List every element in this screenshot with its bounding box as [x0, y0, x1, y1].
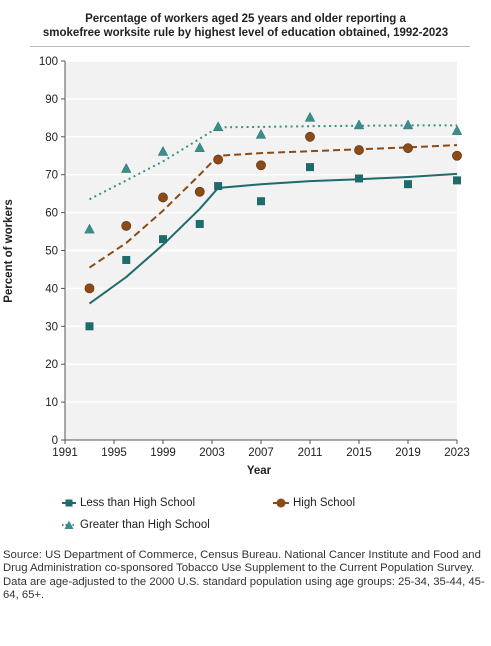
data-point-greater-than-high-school: [84, 223, 95, 234]
data-point-high-school: [213, 154, 224, 165]
data-point-high-school: [354, 145, 364, 155]
y-tick-label: 20: [45, 359, 58, 371]
data-point-high-school: [158, 192, 168, 203]
data-point-less-than-high-school: [306, 163, 314, 172]
data-point-less-than-high-school: [453, 176, 461, 185]
data-point-less-than-high-school: [404, 180, 412, 189]
legend-label: Less than High School: [80, 497, 196, 509]
data-point-greater-than-high-school: [402, 119, 414, 130]
chart-title: Percentage of workers aged 25 years and …: [0, 12, 491, 40]
trend-line-less-than-high-school: [88, 172, 458, 305]
footnote-note: Data are age-adjusted to the 2000 U.S. s…: [3, 575, 485, 602]
data-point-high-school: [452, 150, 462, 161]
plot-area: 0 10 20 30 40 50 60 70 80 90 100 1991 1995 1999 2003 20…: [39, 56, 470, 459]
footnote: Source: US Department of Commerce, Censu…: [3, 549, 487, 603]
legend-item-high-school: High School: [273, 496, 355, 510]
x-tick-label: 2015: [346, 447, 372, 459]
y-tick-label: 30: [45, 321, 58, 333]
chart-svg: 0 10 20 30 40 50 60 70 80 90 100 1991 1995 1999 2003 20…: [3, 56, 470, 477]
data-point-less-than-high-school: [214, 182, 223, 191]
data-point-less-than-high-school: [122, 255, 131, 264]
data-point-high-school: [121, 220, 132, 231]
data-point-high-school: [403, 143, 413, 154]
legend-label: High School: [293, 497, 356, 509]
y-tick-label: 50: [45, 246, 58, 258]
x-tick-label: 1995: [101, 447, 127, 459]
data-point-less-than-high-school: [355, 174, 363, 183]
data-point-high-school: [305, 131, 315, 142]
data-point-less-than-high-school: [195, 219, 204, 228]
legend-item-less-than-high-school: Less than High School: [62, 496, 195, 510]
x-tick-label: 2011: [298, 447, 323, 459]
y-tick-label: 60: [45, 208, 58, 220]
y-axis-label: Percent of workers: [3, 199, 15, 303]
legend-item-greater-than-high-school: Greater than High School: [62, 518, 210, 532]
x-tick-label: 2003: [199, 447, 225, 459]
footnote-source: Source: US Department of Commerce, Censu…: [3, 549, 481, 575]
data-point-greater-than-high-school: [212, 121, 224, 132]
y-tick-label: 90: [45, 94, 58, 106]
data-point-high-school: [84, 283, 95, 294]
trend-line-greater-than-high-school: [89, 124, 457, 201]
data-point-greater-than-high-school: [451, 125, 463, 135]
data-point-greater-than-high-school: [121, 162, 132, 173]
x-tick-label: 2007: [248, 447, 274, 459]
x-tick-label: 2019: [395, 447, 421, 459]
data-point-greater-than-high-school: [255, 128, 267, 139]
data-point-high-school: [256, 160, 266, 171]
data-point-less-than-high-school: [257, 197, 265, 206]
chart-title-line-1: Percentage of workers aged 25 years and …: [85, 13, 406, 25]
legend-circle-marker-icon: [273, 498, 289, 508]
legend-triangle-marker-icon: [62, 520, 76, 529]
y-tick-label: 0: [52, 435, 58, 447]
trend-line-high-school: [88, 144, 458, 269]
chart-title-line-2: smokefree worksite rule by highest level…: [42, 27, 449, 39]
title-divider: [30, 46, 470, 47]
x-tick-label: 1999: [150, 447, 176, 459]
legend-label: Greater than High School: [80, 519, 210, 531]
y-tick-label: 80: [45, 132, 58, 144]
x-tick-label: 1991: [52, 447, 78, 459]
legend-square-marker-icon: [62, 499, 76, 507]
y-tick-label: 70: [45, 170, 58, 182]
data-point-greater-than-high-school: [304, 111, 316, 122]
x-axis-label: Year: [247, 465, 272, 477]
x-tick-label: 2023: [444, 447, 470, 459]
data-point-less-than-high-school: [85, 322, 94, 331]
data-point-greater-than-high-school: [157, 145, 169, 156]
y-tick-label: 40: [45, 283, 58, 295]
data-point-high-school: [194, 186, 205, 197]
data-point-greater-than-high-school: [194, 142, 205, 152]
data-point-greater-than-high-school: [353, 119, 365, 130]
y-tick-label: 10: [45, 397, 58, 409]
data-point-less-than-high-school: [159, 235, 167, 244]
y-tick-label: 100: [39, 56, 58, 68]
